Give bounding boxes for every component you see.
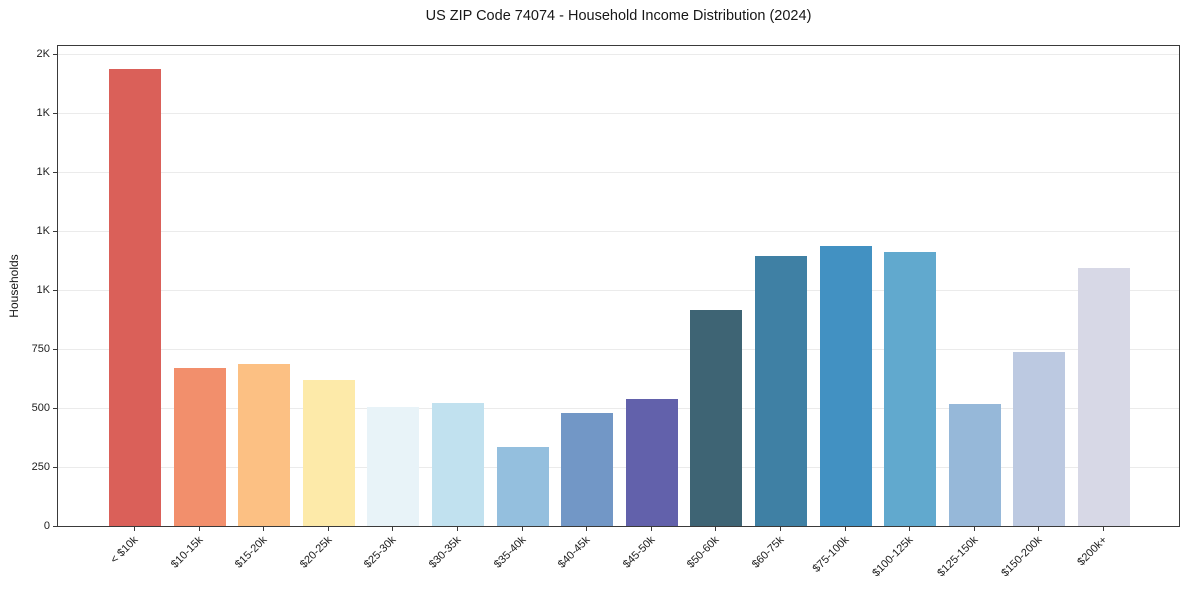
- x-tick-mark: [650, 527, 652, 531]
- x-tick-mark: [844, 527, 846, 531]
- y-tick-label: 500: [31, 401, 50, 414]
- y-tick-label: 0: [43, 519, 50, 532]
- plot-area: [57, 45, 1180, 527]
- bar-75-100k: [819, 245, 872, 526]
- x-tick-mark: [263, 527, 265, 531]
- gridline-1K: [58, 172, 1179, 173]
- bar-125-150k: [948, 403, 1001, 526]
- chart-title: US ZIP Code 74074 - Household Income Dis…: [425, 8, 812, 24]
- x-tick-mark: [1038, 527, 1040, 531]
- y-tick-mark: [53, 467, 57, 468]
- gridline-2K: [58, 54, 1179, 55]
- y-tick-mark: [53, 172, 57, 173]
- x-tick-mark: [780, 527, 781, 531]
- y-tick-mark: [53, 408, 57, 409]
- bar-50-60k: [690, 310, 743, 526]
- gridline-1K: [58, 231, 1179, 232]
- x-tick-mark: [1103, 527, 1104, 531]
- gridline-250: [58, 467, 1179, 468]
- x-tick-mark: [586, 527, 588, 531]
- gridline-1K: [58, 290, 1179, 291]
- bar-25-30k: [367, 406, 420, 526]
- x-tick-mark: [327, 527, 329, 531]
- y-tick-mark: [53, 113, 57, 114]
- y-tick-label: 1K: [36, 106, 50, 119]
- bar-100-125k: [884, 252, 937, 526]
- bar-10-15k: [173, 368, 226, 526]
- y-tick-label: 750: [31, 342, 50, 355]
- x-tick-mark: [134, 527, 135, 531]
- bar-20-25k: [302, 380, 355, 526]
- y-tick-label: 250: [31, 460, 50, 473]
- x-tick-mark: [392, 527, 394, 531]
- y-tick-mark: [53, 290, 57, 291]
- y-tick-label: 1K: [36, 224, 50, 237]
- gridline-500: [58, 408, 1179, 409]
- x-tick-mark: [909, 527, 911, 531]
- x-tick-mark: [198, 527, 200, 531]
- bar-10k: [109, 68, 161, 526]
- y-tick-label: 2K: [36, 47, 50, 60]
- bar-30-35k: [432, 402, 484, 526]
- x-tick-mark: [715, 527, 717, 531]
- y-tick-mark: [53, 54, 57, 55]
- gridline-1K: [58, 113, 1179, 114]
- bar-15-20k: [238, 364, 291, 526]
- x-tick-mark: [973, 527, 975, 531]
- x-tick-label: < $10k: [108, 534, 141, 567]
- bar-35-40k: [496, 446, 549, 526]
- bar-45-50k: [625, 399, 678, 526]
- y-tick-label: 1K: [36, 283, 50, 296]
- x-tick-mark: [457, 527, 458, 531]
- y-tick-mark: [53, 526, 57, 527]
- y-tick-mark: [53, 349, 57, 350]
- bar-150-200k: [1013, 352, 1066, 526]
- x-tick-mark: [521, 527, 523, 531]
- bar-200k+: [1078, 267, 1130, 526]
- bar-60-75k: [755, 255, 807, 526]
- bar-40-45k: [561, 412, 614, 526]
- y-tick-mark: [53, 231, 57, 232]
- y-tick-label: 1K: [36, 165, 50, 178]
- gridline-750: [58, 349, 1179, 350]
